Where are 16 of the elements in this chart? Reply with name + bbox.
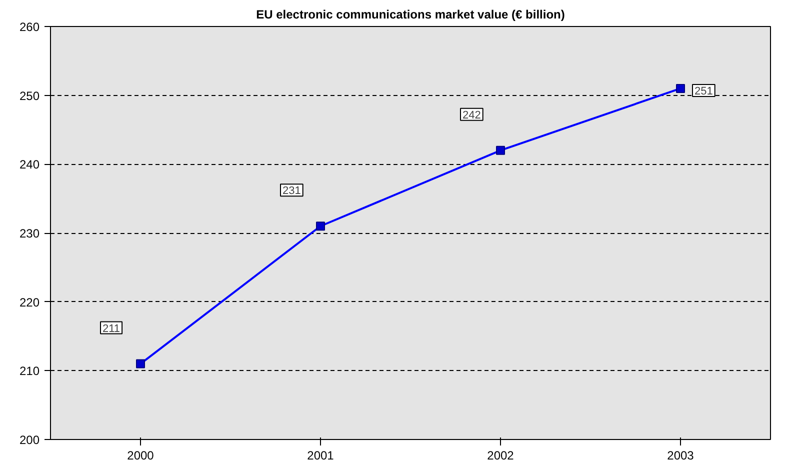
x-tick-label: 2000 [127, 448, 154, 462]
chart-title: EU electronic communications market value (€ billion) [256, 8, 565, 22]
data-label: 231 [282, 185, 301, 198]
data-label: 251 [694, 85, 713, 98]
x-tick-label: 2001 [307, 448, 334, 462]
y-tick-label: 220 [19, 295, 40, 310]
y-tick-label: 230 [19, 226, 40, 240]
y-tick-label: 240 [19, 158, 40, 172]
x-tick-label: 2003 [667, 448, 694, 462]
x-tick-label: 2002 [487, 448, 514, 462]
y-tick-label: 200 [19, 433, 40, 447]
data-label: 211 [102, 322, 120, 335]
y-tick-label: 250 [19, 88, 40, 103]
y-tick-label: 260 [19, 20, 40, 34]
y-tick-label: 210 [19, 364, 40, 378]
data-label: 242 [462, 109, 481, 122]
